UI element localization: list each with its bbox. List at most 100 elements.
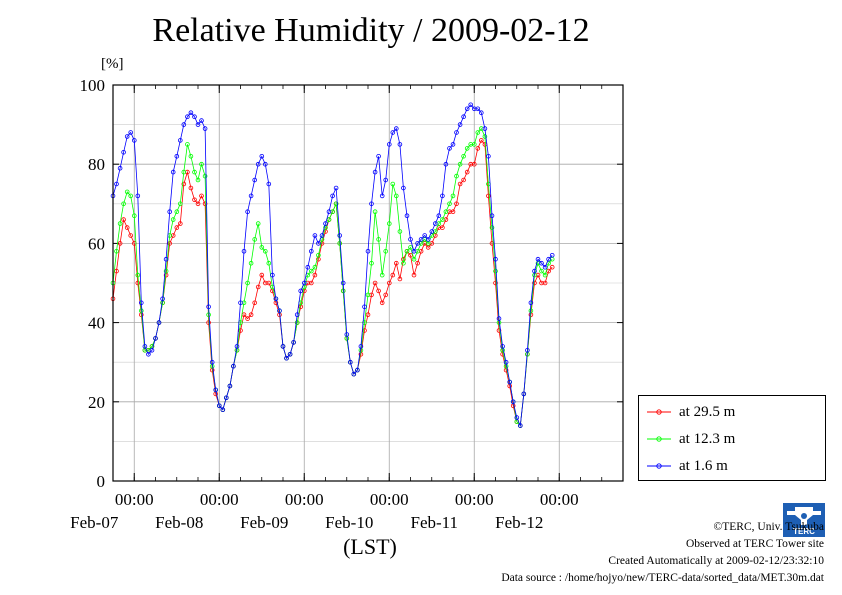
footer-observed: Observed at TERC Tower site (685, 538, 824, 550)
data-point-2 (344, 332, 350, 337)
data-point-2 (528, 300, 534, 306)
data-point-1 (252, 237, 258, 242)
data-point-0 (192, 197, 197, 203)
data-point-2 (287, 351, 293, 357)
x-tick-label: 00:00 (370, 490, 409, 509)
data-point-2 (415, 241, 420, 246)
data-point-2 (188, 110, 194, 115)
data-point-2 (454, 130, 459, 135)
x-day-label: Feb-07 (70, 513, 119, 532)
data-point-1 (202, 173, 208, 179)
data-point-1 (393, 193, 399, 199)
data-point-2 (245, 209, 250, 215)
data-point-2 (238, 300, 243, 306)
data-point-2 (447, 146, 452, 151)
data-point-1 (528, 308, 534, 314)
data-point-0 (174, 225, 180, 230)
data-point-1 (542, 272, 548, 278)
data-point-1 (457, 161, 463, 167)
data-point-2 (231, 363, 236, 369)
svg-text:TERC: TERC (793, 527, 815, 536)
data-point-2 (262, 161, 268, 167)
data-point-0 (440, 225, 445, 230)
data-point-2 (379, 193, 385, 199)
data-point-1 (114, 249, 119, 254)
data-point-0 (308, 280, 314, 286)
x-day-label: Feb-12 (495, 513, 543, 532)
data-point-0 (376, 288, 381, 294)
y-tick-label: 80 (88, 155, 105, 174)
data-point-2 (337, 233, 343, 238)
data-point-1 (174, 209, 180, 215)
data-point-1 (192, 169, 197, 175)
x-tick-label: 00:00 (115, 490, 154, 509)
data-point-2 (401, 185, 406, 191)
legend-label-1-6m: at 1.6 m (679, 457, 728, 474)
data-point-2 (489, 213, 495, 219)
y-tick-label: 0 (97, 472, 106, 491)
data-point-0 (397, 276, 403, 282)
data-point-2 (386, 142, 392, 147)
data-point-0 (199, 193, 204, 199)
data-point-2 (252, 177, 258, 183)
data-point-0 (178, 221, 183, 226)
data-point-2 (199, 118, 204, 123)
data-point-1 (443, 209, 449, 215)
legend-swatch-1-6m (647, 463, 671, 469)
data-point-1 (255, 221, 261, 226)
data-point-2 (206, 304, 211, 310)
data-point-2 (259, 154, 265, 159)
data-point-1 (386, 221, 392, 226)
data-point-2 (323, 221, 328, 226)
y-tick-label: 100 (80, 76, 106, 95)
footer-source: Data source : /home/hojyo/new/TERC-data/… (501, 572, 824, 584)
data-point-1 (245, 280, 250, 286)
data-point-0 (181, 181, 187, 187)
plot-frame (112, 84, 624, 482)
data-point-2 (440, 193, 445, 199)
data-point-2 (178, 138, 183, 143)
x-day-label: Feb-10 (325, 513, 373, 532)
data-point-2 (369, 201, 374, 207)
data-point-1 (121, 201, 126, 207)
data-point-2 (217, 403, 222, 409)
legend-swatch-12-3m (647, 436, 671, 442)
data-point-1 (195, 177, 201, 183)
data-point-0 (386, 280, 392, 286)
data-point-2 (312, 233, 318, 238)
data-point-0 (464, 169, 470, 175)
data-point-2 (358, 344, 364, 349)
data-point-1 (326, 217, 332, 222)
data-point-0 (532, 280, 537, 286)
legend-label-12-3m: at 12.3 m (679, 430, 736, 447)
data-point-0 (188, 185, 194, 191)
data-point-1 (493, 268, 498, 274)
data-point-1 (401, 260, 406, 266)
data-point-2 (132, 138, 137, 143)
data-point-2 (248, 193, 254, 199)
data-point-2 (319, 233, 325, 238)
data-point-2 (351, 371, 357, 377)
data-point-2 (266, 181, 272, 187)
data-point-2 (496, 316, 502, 321)
data-point-2 (464, 106, 470, 112)
data-point-1 (376, 237, 381, 242)
legend-item-12-3m: at 12.3 m (647, 428, 735, 450)
data-point-2 (149, 347, 155, 353)
x-axis-label: (LST) (343, 534, 397, 559)
data-point-2 (224, 395, 229, 401)
data-point-2 (270, 272, 275, 278)
data-point-0 (135, 280, 141, 286)
data-point-2 (539, 260, 544, 266)
data-point-1 (411, 256, 417, 262)
data-point-2 (507, 379, 513, 385)
data-point-1 (464, 146, 470, 151)
data-point-2 (376, 154, 381, 159)
data-point-2 (209, 359, 215, 365)
data-point-0 (245, 316, 250, 321)
data-point-2 (114, 181, 119, 187)
data-point-1 (199, 161, 204, 167)
data-point-0 (121, 217, 126, 222)
data-point-1 (383, 249, 389, 254)
data-point-2 (117, 165, 123, 171)
